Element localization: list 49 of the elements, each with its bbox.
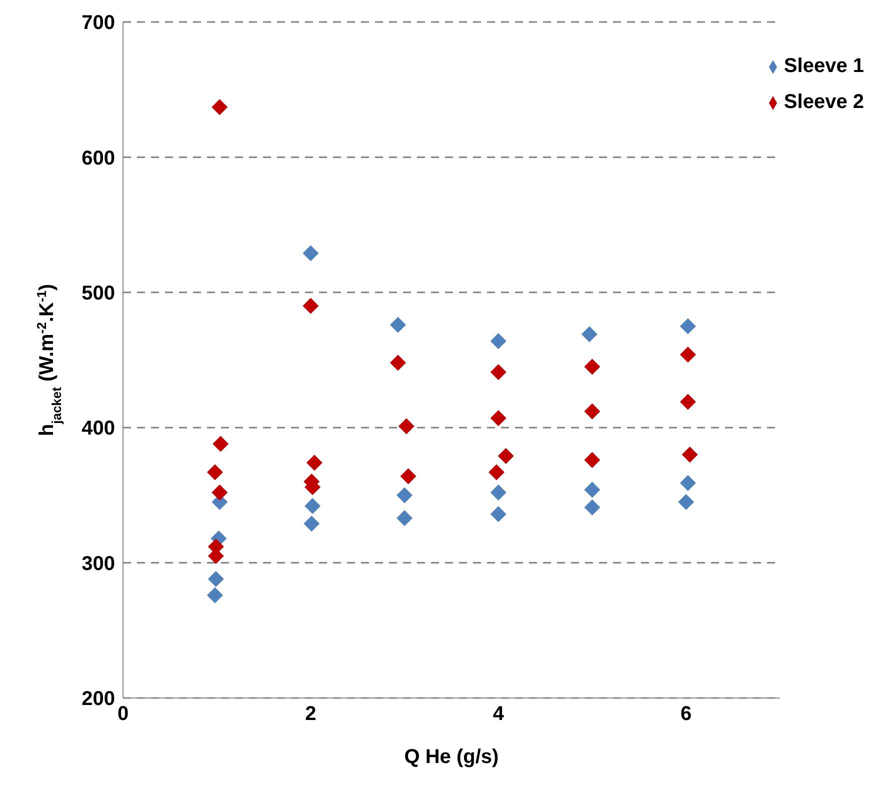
y-tick-label: 600 bbox=[82, 147, 115, 170]
point bbox=[206, 464, 223, 480]
point bbox=[396, 487, 413, 504]
point bbox=[490, 333, 506, 350]
x-tick-label: 2 bbox=[305, 703, 316, 726]
point bbox=[390, 354, 406, 371]
point bbox=[680, 318, 696, 334]
legend-label: Sleeve 2 bbox=[784, 91, 864, 113]
point bbox=[581, 326, 598, 342]
point bbox=[304, 498, 321, 514]
point bbox=[398, 418, 414, 434]
point bbox=[584, 499, 600, 516]
x-tick-label: 4 bbox=[492, 703, 505, 726]
point bbox=[490, 364, 506, 380]
point bbox=[488, 464, 505, 480]
point bbox=[302, 245, 319, 262]
point bbox=[680, 346, 696, 363]
point bbox=[206, 587, 223, 604]
point bbox=[212, 99, 228, 116]
x-tick-label: 0 bbox=[117, 703, 129, 726]
point bbox=[498, 448, 514, 464]
y-tick-label: 200 bbox=[82, 688, 115, 710]
point bbox=[584, 403, 600, 420]
x-axis-title: Q He (g/s) bbox=[404, 746, 499, 768]
x-tick-label: 6 bbox=[680, 703, 692, 726]
point bbox=[302, 298, 319, 314]
point bbox=[304, 516, 320, 532]
point bbox=[306, 454, 322, 471]
point bbox=[212, 436, 229, 452]
point bbox=[680, 475, 696, 492]
point bbox=[400, 468, 416, 484]
y-tick-label: 700 bbox=[82, 12, 115, 34]
point bbox=[680, 394, 696, 410]
point bbox=[490, 410, 506, 426]
point bbox=[212, 484, 228, 500]
point bbox=[396, 510, 413, 526]
point bbox=[584, 452, 600, 468]
point bbox=[682, 446, 698, 463]
point bbox=[584, 482, 600, 498]
y-tick-label: 300 bbox=[82, 552, 115, 575]
y-tick-label: 400 bbox=[82, 418, 115, 440]
legend-label: Sleeve 1 bbox=[784, 55, 864, 77]
point bbox=[490, 506, 506, 522]
point bbox=[208, 571, 224, 588]
point bbox=[490, 484, 506, 500]
y-tick-label: 500 bbox=[82, 282, 115, 304]
point bbox=[678, 494, 694, 510]
point bbox=[584, 358, 600, 375]
point bbox=[390, 316, 406, 333]
